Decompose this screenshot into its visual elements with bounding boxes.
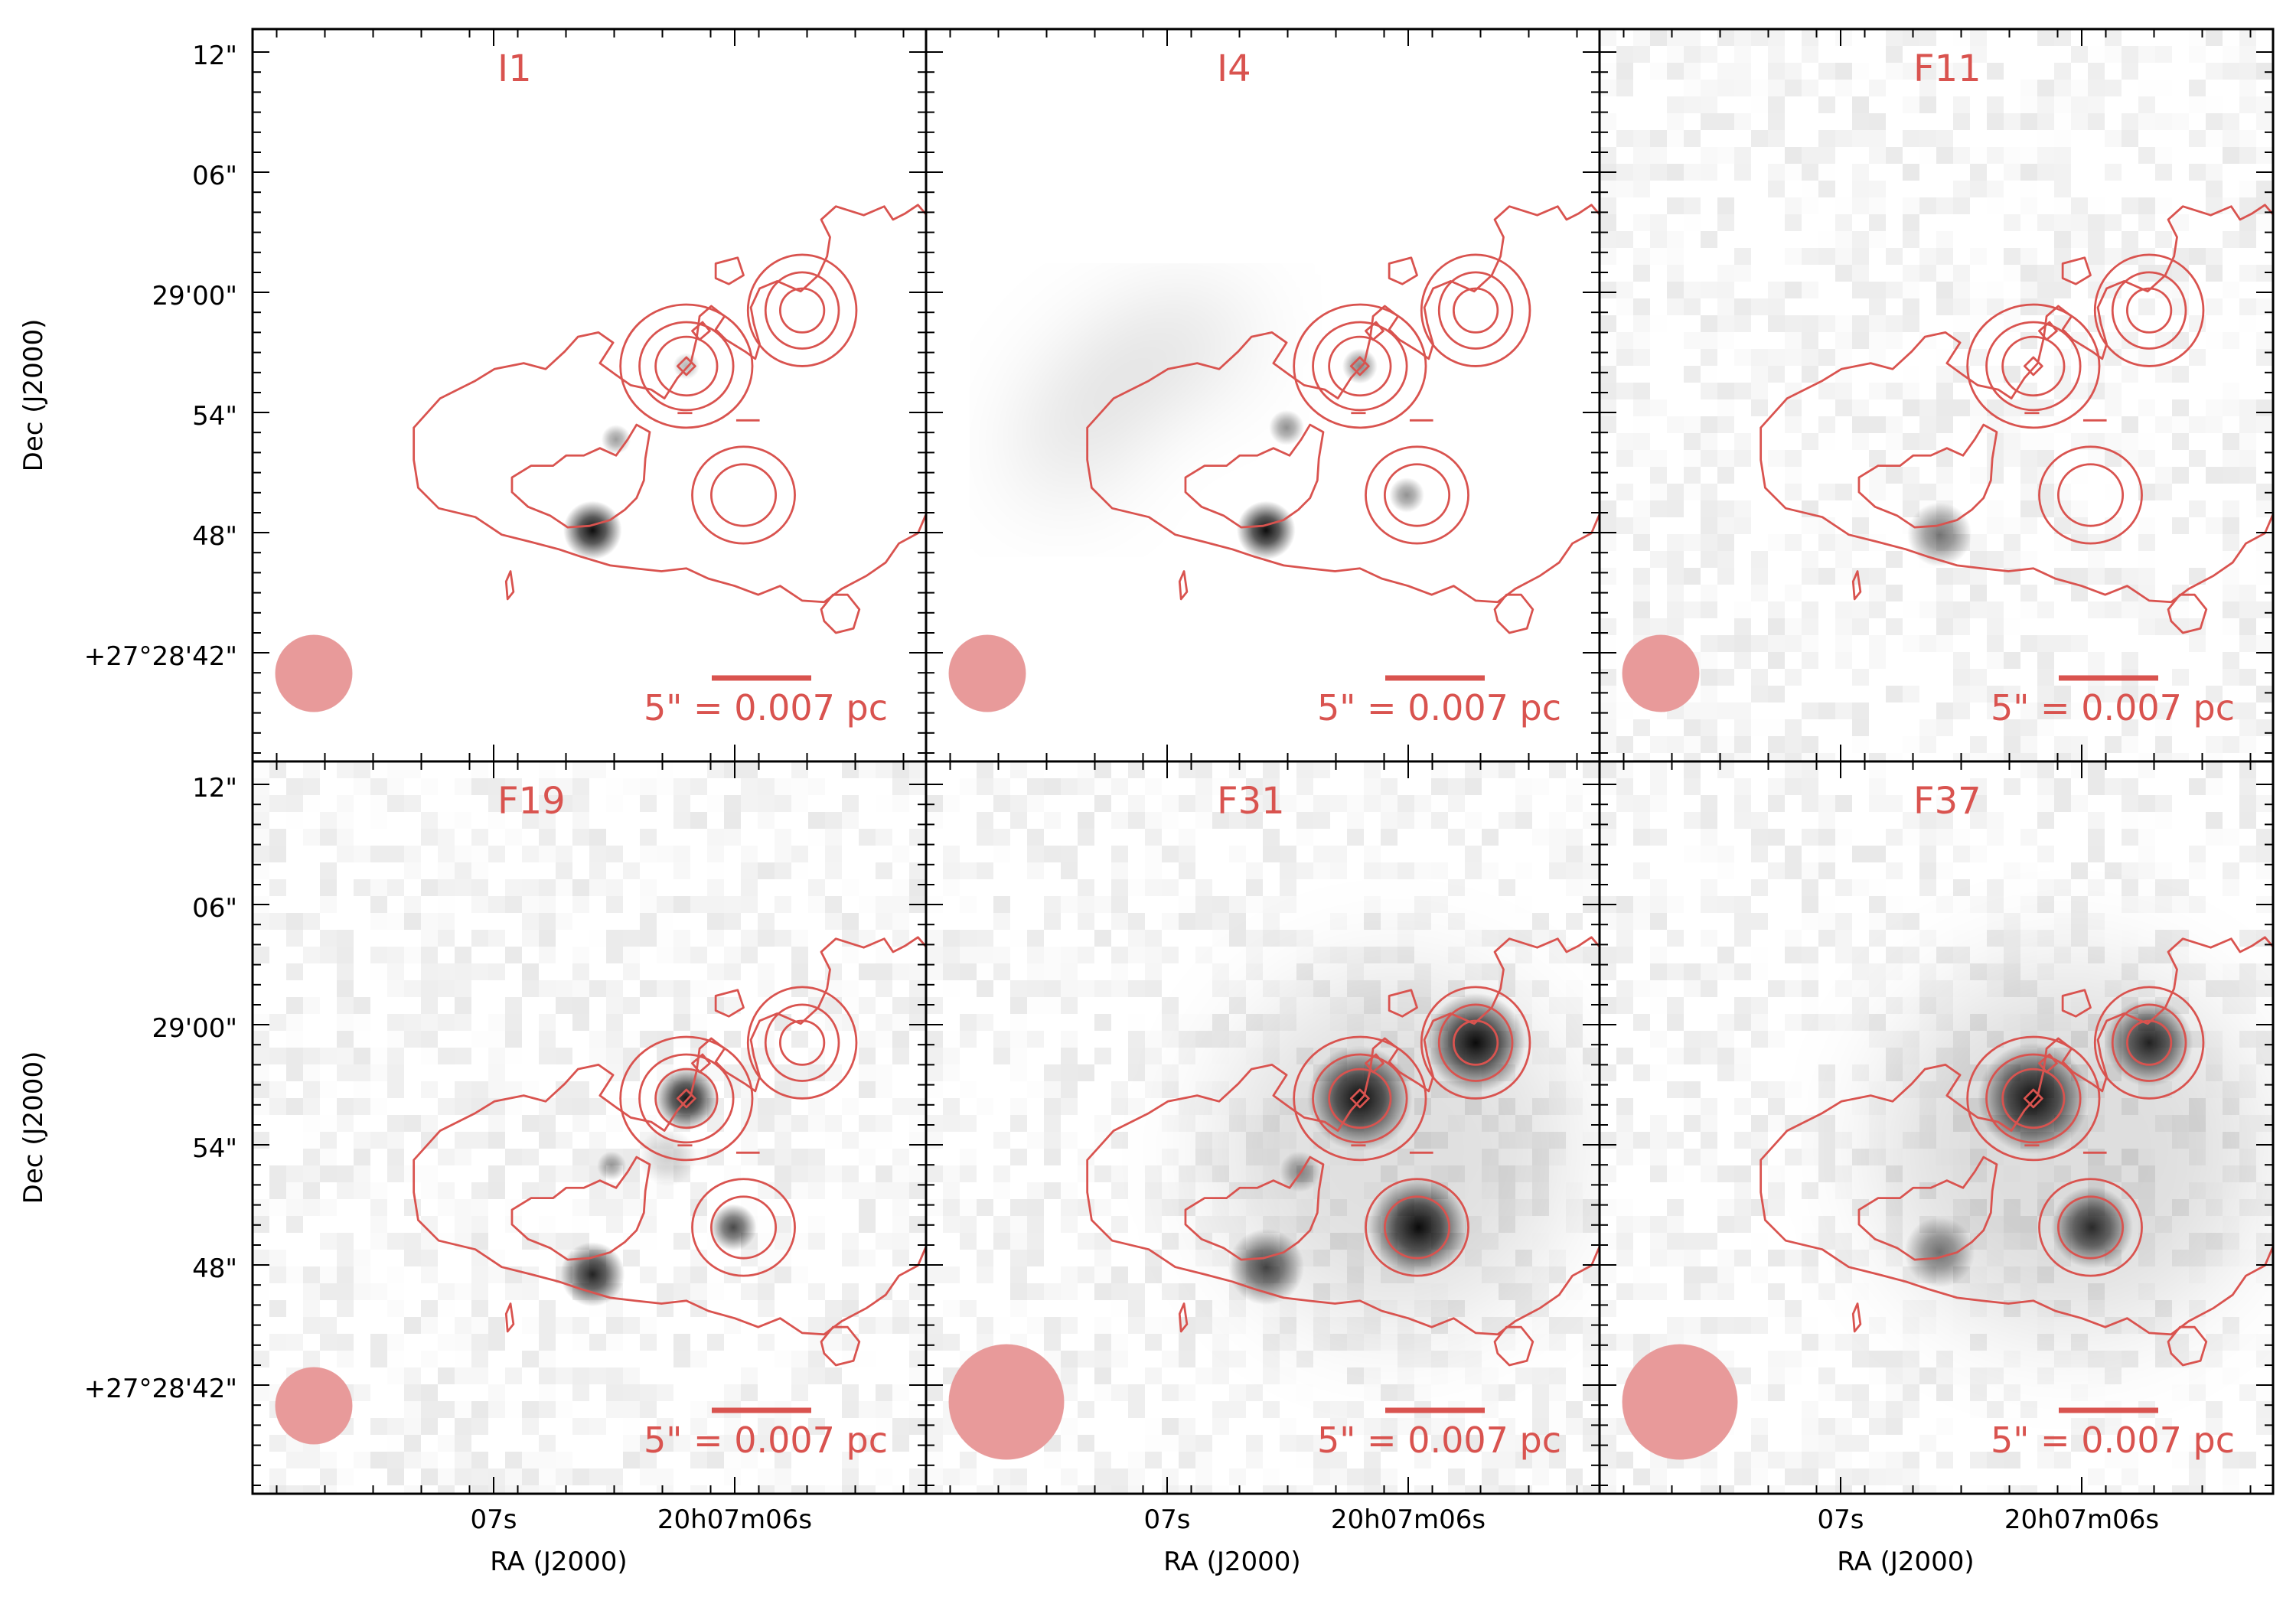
panel-i4: I4 5" = 0.007 pc xyxy=(925,28,1601,763)
scale-bar-label: 5" = 0.007 pc xyxy=(644,1420,888,1461)
panel-f19: F19 5" = 0.007 pc xyxy=(251,760,928,1495)
dec-tick-label: 54" xyxy=(192,401,237,432)
dec-tick-label: 54" xyxy=(192,1133,237,1164)
beam-ellipse xyxy=(1622,1344,1738,1460)
panel-title: F11 xyxy=(1913,47,1981,90)
ra-axis-label: RA (J2000) xyxy=(1163,1547,1300,1577)
panel-f37: F37 5" = 0.007 pc xyxy=(1598,760,2275,1495)
dec-tick-label: 06" xyxy=(192,893,237,924)
panel-title: F37 xyxy=(1913,780,1981,823)
panel-f11: F11 5" = 0.007 pc xyxy=(1598,28,2275,763)
beam-ellipse xyxy=(275,634,353,712)
panel-f31: F31 5" = 0.007 pc xyxy=(925,760,1601,1495)
dec-tick-label: 48" xyxy=(192,1253,237,1284)
ra-tick-label: 07s xyxy=(1144,1504,1191,1535)
scale-bar-label: 5" = 0.007 pc xyxy=(1317,687,1561,729)
scale-bar-label: 5" = 0.007 pc xyxy=(644,687,888,729)
dec-axis-label: Dec (J2000) xyxy=(18,1051,49,1204)
dec-tick-label: 06" xyxy=(192,161,237,191)
panel-title: I1 xyxy=(497,47,532,90)
ra-axis-label: RA (J2000) xyxy=(1837,1547,1974,1577)
scale-bar-label: 5" = 0.007 pc xyxy=(1991,687,2235,729)
dec-tick-label: +27°28'42" xyxy=(84,641,237,672)
scale-bar-label: 5" = 0.007 pc xyxy=(1317,1420,1561,1461)
dec-tick-label: +27°28'42" xyxy=(84,1374,237,1404)
dec-axis-label: Dec (J2000) xyxy=(18,319,49,472)
panel-title: F19 xyxy=(497,780,566,823)
ra-tick-label: 20h07m06s xyxy=(2004,1504,2159,1535)
ra-tick-label: 20h07m06s xyxy=(657,1504,812,1535)
scale-bar-label: 5" = 0.007 pc xyxy=(1991,1420,2235,1461)
dec-tick-label: 29'00" xyxy=(152,281,237,311)
dec-tick-label: 12" xyxy=(192,773,237,804)
panel-title: F31 xyxy=(1217,780,1285,823)
dec-tick-label: 48" xyxy=(192,521,237,552)
panel-i1: I1 5" = 0.007 pc xyxy=(251,28,928,763)
panel-title: I4 xyxy=(1217,47,1251,90)
beam-ellipse xyxy=(275,1367,353,1445)
dec-tick-label: 12" xyxy=(192,41,237,71)
beam-ellipse xyxy=(948,634,1026,712)
ra-tick-label: 20h07m06s xyxy=(1331,1504,1486,1535)
beam-ellipse xyxy=(948,1344,1065,1460)
dec-tick-label: 29'00" xyxy=(152,1013,237,1044)
ra-tick-label: 07s xyxy=(1818,1504,1864,1535)
beam-ellipse xyxy=(1622,634,1700,712)
ra-tick-label: 07s xyxy=(471,1504,517,1535)
ra-axis-label: RA (J2000) xyxy=(490,1547,627,1577)
